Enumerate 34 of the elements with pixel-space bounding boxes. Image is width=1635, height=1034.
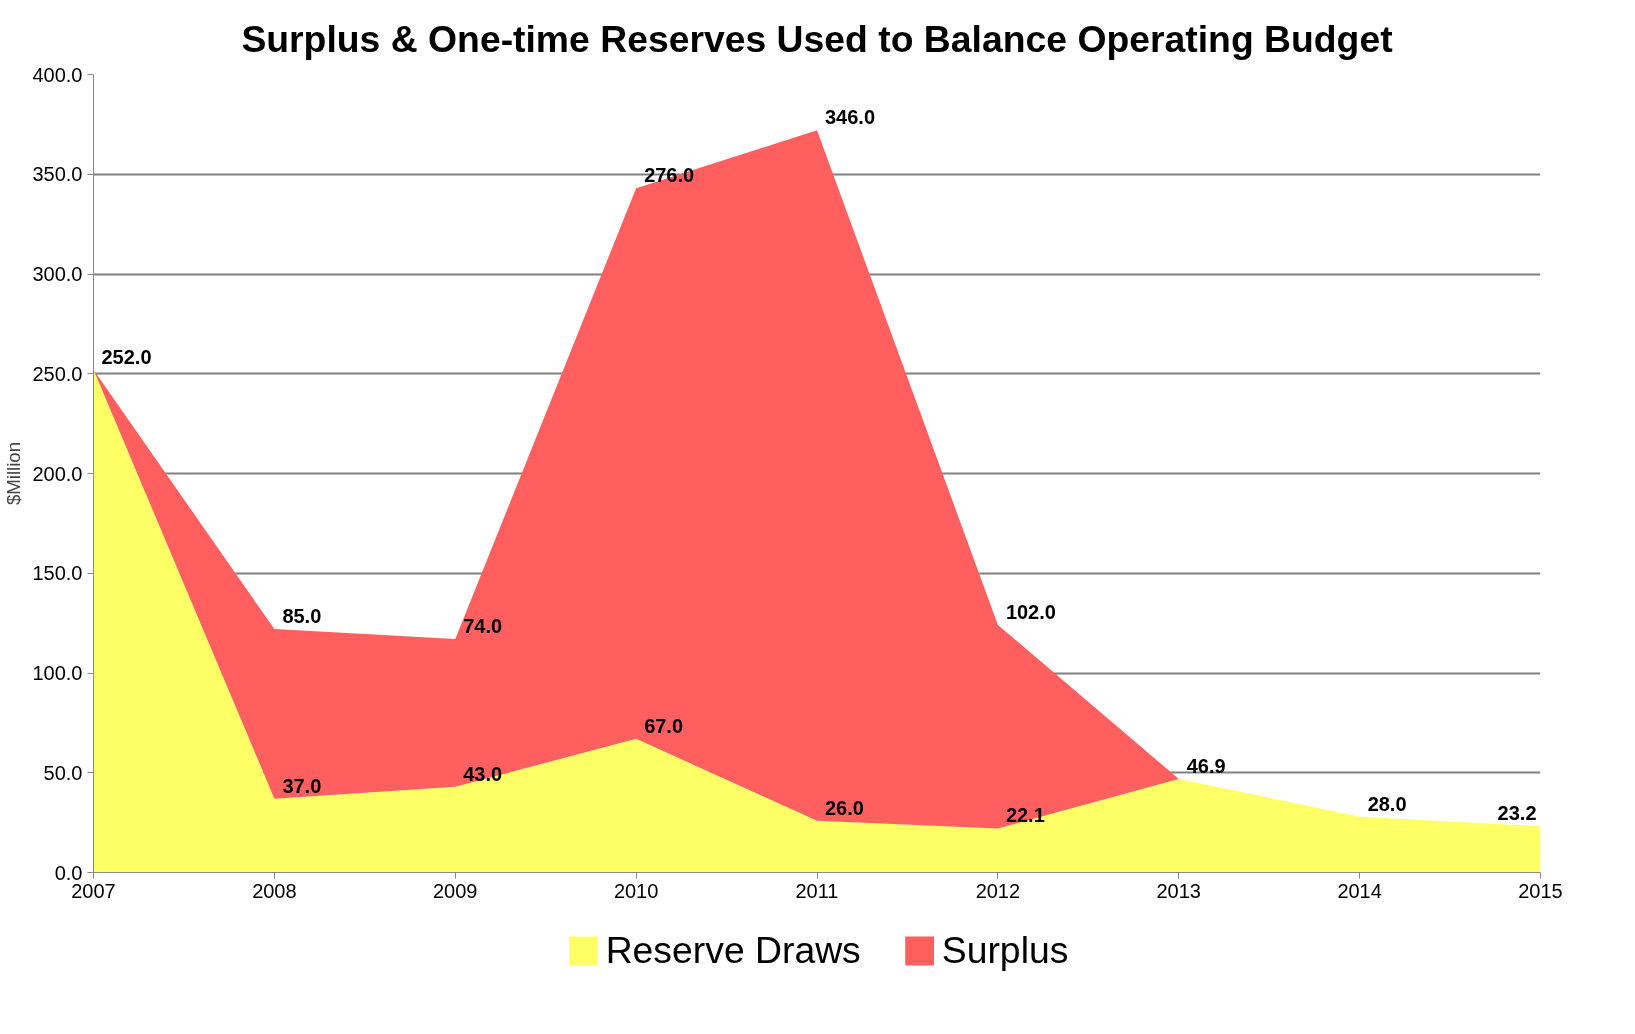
data-label: 102.0 [1005, 600, 1056, 623]
data-label: 252.0 [101, 345, 152, 368]
y-axis-title: $Million [3, 441, 25, 506]
data-label: 22.1 [1005, 804, 1045, 827]
data-label: 37.0 [282, 774, 322, 797]
x-tick-label: 2012 [975, 879, 1021, 902]
data-label: 85.0 [282, 605, 322, 628]
y-tick-label: 300.0 [32, 263, 83, 285]
data-label: 26.0 [825, 796, 864, 819]
data-label: 46.9 [1186, 754, 1226, 777]
data-label: 28.0 [1367, 792, 1407, 815]
legend-label: Surplus [941, 928, 1069, 972]
x-tick-label: 2011 [795, 879, 839, 902]
chart-title: Surplus & One-time Reserves Used to Balance Operating Budget [241, 17, 1393, 60]
data-label: 23.2 [1497, 802, 1537, 825]
y-tick-label: 250.0 [32, 362, 83, 385]
x-tick-label: 2013 [1156, 879, 1201, 902]
y-tick-label: 200.0 [32, 462, 83, 485]
y-tick-label: 400.0 [32, 63, 83, 86]
y-tick-label: 150.0 [32, 562, 83, 585]
data-label: 346.0 [825, 106, 876, 129]
x-tick-label: 2009 [433, 879, 478, 902]
data-label: 43.0 [463, 762, 503, 785]
x-tick-label: 2008 [252, 879, 297, 902]
x-tick-label: 2010 [613, 879, 659, 902]
y-tick-label: 50.0 [43, 761, 83, 784]
y-tick-label: 100.0 [32, 662, 83, 684]
data-label: 67.0 [644, 714, 684, 737]
y-tick-label: 350.0 [32, 163, 83, 186]
data-label: 276.0 [644, 164, 695, 187]
data-label: 74.0 [463, 615, 503, 638]
x-tick-label: 2015 [1518, 879, 1563, 902]
x-tick-label: 2014 [1337, 879, 1382, 902]
legend-label: Reserve Draws [605, 928, 861, 972]
